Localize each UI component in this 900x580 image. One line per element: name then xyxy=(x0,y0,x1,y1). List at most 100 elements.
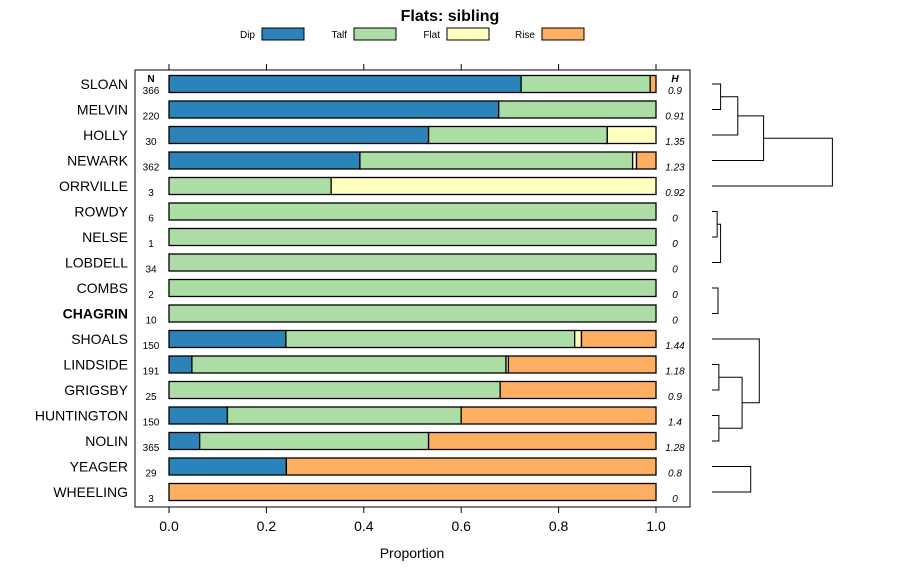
bar-segment-sloan-rise xyxy=(649,74,657,94)
row-label-lindside: LINDSIDE xyxy=(63,357,128,373)
row-label-yeager: YEAGER xyxy=(70,459,128,475)
x-tick-label-3: 0.6 xyxy=(451,518,471,534)
bar-segment-holly-flat xyxy=(606,125,657,145)
bar-segment-grigsby-rise xyxy=(499,380,657,400)
bar-segment-shoals-talf xyxy=(285,329,576,349)
h-column-header: H xyxy=(671,74,679,85)
bar-segment-rowdy-talf xyxy=(168,202,657,221)
n-value-combs: 2 xyxy=(148,290,154,301)
h-value-holly: 1.35 xyxy=(665,137,685,148)
n-value-holly: 30 xyxy=(145,137,157,148)
row-label-huntington: HUNTINGTON xyxy=(35,408,128,424)
row-label-orrville: ORRVILLE xyxy=(59,178,128,194)
bar-segment-nolin-rise xyxy=(427,431,657,451)
legend-swatch-talf xyxy=(353,27,397,41)
bar-segment-nolin-dip xyxy=(168,431,201,451)
bar-segment-newark-dip xyxy=(168,151,361,170)
h-value-huntington: 1.4 xyxy=(668,418,682,429)
x-tick-label-2: 0.4 xyxy=(354,518,374,534)
h-value-sloan: 0.9 xyxy=(668,86,682,97)
bar-segment-melvin-talf xyxy=(498,100,657,119)
plot-panel xyxy=(134,69,691,508)
row-label-newark: NEWARK xyxy=(67,153,129,169)
dendrogram-link-9 xyxy=(712,415,720,442)
n-value-rowdy: 6 xyxy=(148,214,154,225)
h-value-newark: 1.23 xyxy=(665,163,685,174)
bar-segment-sloan-dip xyxy=(168,74,522,94)
bar-segment-huntington-dip xyxy=(168,406,229,425)
legend-swatch-rise xyxy=(541,27,585,41)
bar-segment-shoals-rise xyxy=(580,329,657,349)
bar-segment-holly-talf xyxy=(427,125,608,145)
row-label-shoals: SHOALS xyxy=(71,331,128,347)
row-label-grigsby: GRIGSBY xyxy=(64,382,128,398)
n-value-sloan: 366 xyxy=(143,86,160,97)
bar-segment-huntington-talf xyxy=(226,406,462,425)
row-label-holly: HOLLY xyxy=(83,127,129,143)
n-value-shoals: 150 xyxy=(143,341,160,352)
h-value-nelse: 0 xyxy=(672,239,678,250)
bar-segment-lindside-talf xyxy=(191,355,507,374)
x-tick-label-4: 0.8 xyxy=(549,518,569,534)
n-value-nolin: 365 xyxy=(143,443,160,454)
bar-segment-shoals-dip xyxy=(168,329,287,349)
chart-title: Flats: sibling xyxy=(401,8,500,25)
h-value-lobdell: 0 xyxy=(672,265,678,276)
row-label-sloan: SLOAN xyxy=(81,76,128,92)
x-tick-label-0: 0.0 xyxy=(159,518,179,534)
dendrogram-link-13 xyxy=(712,466,752,493)
bar-segment-yeager-dip xyxy=(168,457,288,476)
h-value-nolin: 1.28 xyxy=(665,443,685,454)
bar-segment-huntington-rise xyxy=(460,406,657,425)
bar-segment-holly-dip xyxy=(168,125,430,145)
dendrogram-link-5 xyxy=(712,223,722,263)
legend-label-flat: Flat xyxy=(423,30,440,41)
bar-segment-melvin-dip xyxy=(168,100,500,119)
legend: Dip Talf Flat Rise xyxy=(240,27,585,41)
h-value-melvin: 0.91 xyxy=(665,112,684,123)
bar-segment-yeager-rise xyxy=(285,457,657,476)
n-value-orrville: 3 xyxy=(148,188,154,199)
h-value-lindside: 1.18 xyxy=(665,367,685,378)
legend-swatch-flat xyxy=(446,27,490,41)
row-label-combs: COMBS xyxy=(77,280,128,296)
n-value-lobdell: 34 xyxy=(145,265,157,276)
bar-segment-lindside-dip xyxy=(168,355,193,374)
h-value-chagrin: 0 xyxy=(672,316,678,327)
bar-segment-newark-talf xyxy=(359,151,634,170)
bar-segment-grigsby-talf xyxy=(168,380,501,400)
dendrogram-link-7 xyxy=(712,287,719,314)
x-tick-label-5: 1.0 xyxy=(646,518,666,534)
bar-segment-nolin-talf xyxy=(199,431,430,451)
row-label-nolin: NOLIN xyxy=(85,433,128,449)
legend-label-rise: Rise xyxy=(515,30,535,41)
n-value-yeager: 29 xyxy=(145,469,157,480)
h-value-combs: 0 xyxy=(672,290,678,301)
x-axis-title: Proportion xyxy=(380,545,445,561)
bar-segment-wheeling-rise xyxy=(168,482,657,502)
bar-segment-lobdell-talf xyxy=(168,253,657,272)
row-label-lobdell: LOBDELL xyxy=(65,255,128,271)
n-value-lindside: 191 xyxy=(143,367,160,378)
row-label-chagrin: CHAGRIN xyxy=(63,306,128,322)
n-value-huntington: 150 xyxy=(143,418,160,429)
legend-label-dip: Dip xyxy=(240,30,255,41)
legend-swatch-dip xyxy=(261,27,305,41)
bar-segment-lindside-rise xyxy=(507,355,657,374)
dendrogram-link-4 xyxy=(712,211,718,238)
h-value-yeager: 0.8 xyxy=(668,469,682,480)
bar-segment-chagrin-talf xyxy=(168,304,657,323)
legend-label-talf: Talf xyxy=(331,30,347,41)
dendrogram-link-8 xyxy=(712,364,720,391)
h-value-shoals: 1.44 xyxy=(665,341,685,352)
x-tick-label-1: 0.2 xyxy=(257,518,277,534)
h-value-orrville: 0.92 xyxy=(665,188,685,199)
dendrogram xyxy=(712,83,833,493)
h-value-grigsby: 0.9 xyxy=(668,392,682,403)
x-axis: 0.0 0.2 0.4 0.6 0.8 1.0 xyxy=(159,64,666,534)
bar-segment-shoals-flat xyxy=(574,329,583,349)
row-label-rowdy: ROWDY xyxy=(74,204,128,220)
dendrogram-link-0 xyxy=(712,83,722,110)
